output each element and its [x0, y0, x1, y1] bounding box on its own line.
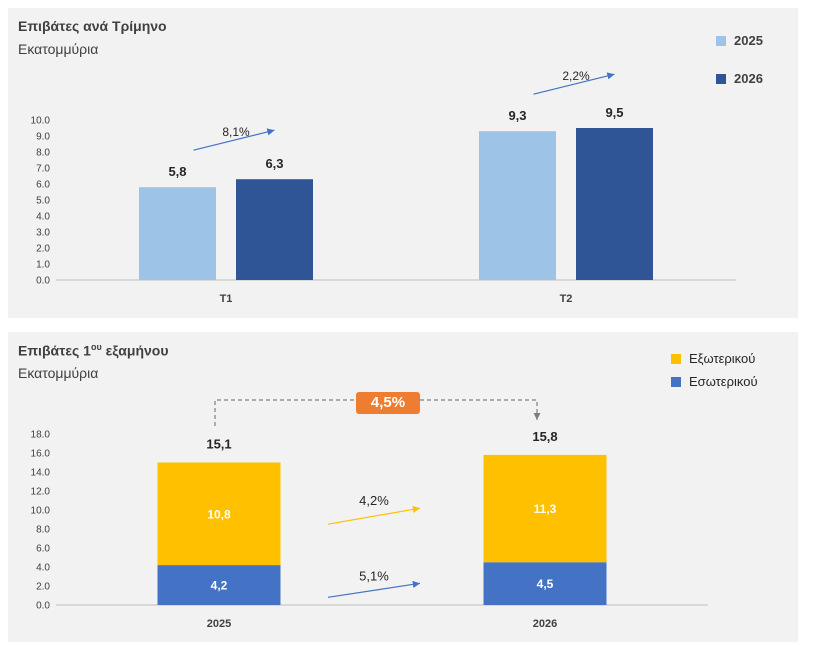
- x-category-label: Τ2: [560, 293, 573, 305]
- y-tick-label: 7.0: [36, 164, 50, 175]
- total-growth-bracket: [214, 399, 541, 426]
- y-tick-label: 6.0: [36, 544, 50, 555]
- growth-label-exterior: 4,2%: [359, 493, 389, 508]
- growth-label: 8,1%: [222, 125, 250, 139]
- segment-label: 10,8: [207, 507, 231, 521]
- growth-arrow-exterior: [327, 505, 421, 525]
- y-tick-label: 3.0: [36, 228, 50, 239]
- growth-arrow-domestic: [327, 580, 421, 598]
- bar-segment-2026: [483, 454, 607, 563]
- total-growth-badge: 4,5%: [356, 392, 420, 414]
- y-tick-label: 8.0: [36, 525, 50, 536]
- legend-item-2026: 2026: [716, 71, 763, 86]
- segment-label: 4,5: [537, 577, 554, 591]
- y-tick-label: 16.0: [31, 449, 51, 460]
- chart-subtitle: Εκατομμύρια: [18, 365, 99, 381]
- legend-item-2025: 2025: [716, 33, 763, 48]
- bar-2026-Τ2: [576, 128, 653, 280]
- data-label: 5,8: [168, 164, 186, 179]
- y-tick-label: 0.0: [36, 276, 50, 287]
- total-label: 15,1: [206, 437, 231, 452]
- x-category-label: 2026: [533, 618, 557, 630]
- y-tick-label: 2.0: [36, 244, 50, 255]
- data-label: 9,5: [605, 105, 623, 120]
- legend-label: 2025: [734, 33, 763, 48]
- bar-2025-Τ1: [139, 187, 216, 280]
- y-tick-label: 4.0: [36, 212, 50, 223]
- data-label: 6,3: [265, 156, 283, 171]
- legend-label: Εσωτερικού: [689, 374, 758, 389]
- y-tick-label: 6.0: [36, 180, 50, 191]
- y-tick-label: 9.0: [36, 132, 50, 143]
- chart-subtitle: Εκατομμύρια: [18, 41, 99, 57]
- y-tick-label: 2.0: [36, 582, 50, 593]
- growth-label: 2,2%: [562, 69, 590, 83]
- legend-label: Εξωτερικού: [689, 351, 756, 366]
- segment-label: 4,2: [211, 579, 228, 593]
- y-tick-label: 14.0: [31, 468, 51, 479]
- bar-2025-Τ2: [479, 131, 556, 280]
- legend-swatch: [716, 73, 726, 84]
- data-label: 9,3: [508, 108, 526, 123]
- chart-quarterly-svg: 0.0 1.0 2.0 3.0 4.0 5.0 6.0 7.0 8.0 9.0 10.0 Τ1 5,8 6…: [31, 69, 736, 305]
- x-category-label: 2025: [207, 618, 231, 630]
- bar-segment-2025: [157, 565, 281, 605]
- y-tick-label: 1.0: [36, 260, 50, 271]
- y-tick-label: 0.0: [36, 601, 50, 612]
- chart-title-superscript: ου: [90, 342, 102, 352]
- growth-arrow: [193, 128, 275, 151]
- y-tick-label: 8.0: [36, 148, 50, 159]
- bar-segment-2026: [483, 562, 607, 605]
- legend-swatch: [671, 376, 681, 387]
- chart-title: Επιβάτες 1ου εξαμήνου: [18, 342, 169, 359]
- y-tick-label: 10.0: [31, 116, 51, 127]
- chart-panel-semester: Επιβάτες 1ου εξαμήνου Εκατομμύρια Εξωτερ…: [8, 332, 798, 642]
- y-tick-label: 10.0: [31, 506, 51, 517]
- x-category-label: Τ1: [220, 293, 233, 305]
- legend-swatch: [716, 35, 726, 46]
- y-tick-label: 5.0: [36, 196, 50, 207]
- chart-title-start: Επιβάτες 1: [18, 342, 91, 359]
- total-label: 15,8: [532, 429, 557, 444]
- chart-title: Επιβάτες ανά Τρίμηνο: [18, 18, 167, 34]
- legend-item-domestic: Εσωτερικού: [671, 374, 758, 389]
- y-tick-label: 18.0: [31, 430, 51, 441]
- y-tick-label: 12.0: [31, 487, 51, 498]
- bar-segment-2025: [157, 462, 281, 566]
- bar-2026-Τ1: [236, 179, 313, 280]
- chart-semester-svg: 0.0 2.0 4.0 6.0 8.0 10.0 12.0 14.0 16.0 18.0 2025 4…: [31, 399, 708, 630]
- chart-title-end: εξαμήνου: [101, 342, 169, 359]
- growth-label-domestic: 5,1%: [359, 568, 389, 583]
- legend-item-exterior: Εξωτερικού: [671, 351, 755, 366]
- y-tick-label: 4.0: [36, 563, 50, 574]
- segment-label: 11,3: [534, 502, 557, 516]
- legend-label: 2026: [734, 71, 763, 86]
- chart-panel-quarterly: Επιβάτες ανά Τρίμηνο Εκατομμύρια 2025 20…: [8, 8, 798, 318]
- growth-arrow: [533, 72, 615, 95]
- legend-swatch: [671, 353, 681, 364]
